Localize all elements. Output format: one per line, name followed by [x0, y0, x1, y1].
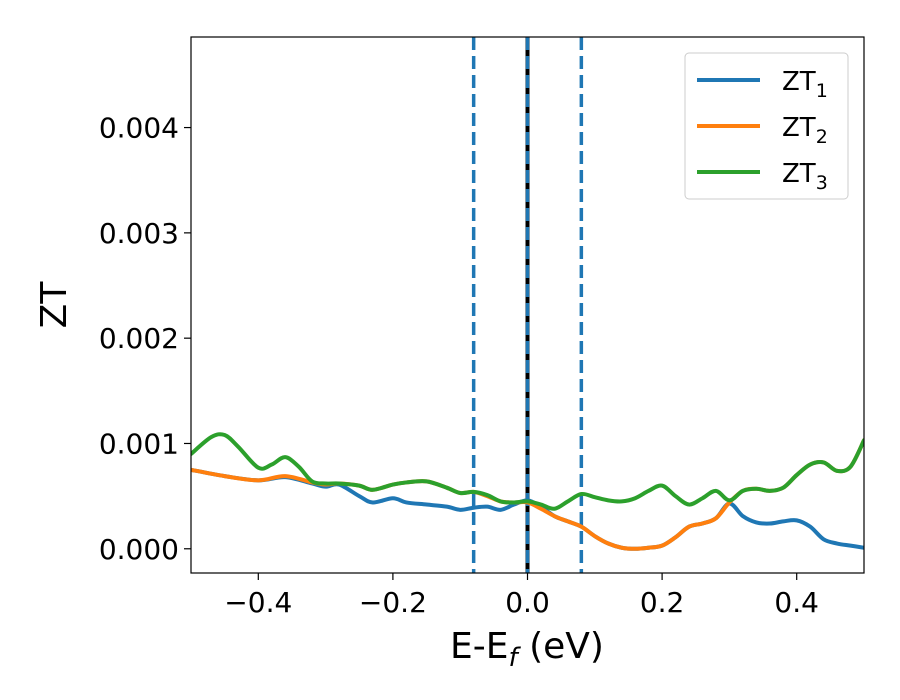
reference-lines [471, 37, 584, 573]
x-tick-label: 0.2 [640, 586, 685, 619]
y-tick-label: 0.003 [99, 217, 179, 250]
x-axis: −0.4 −0.2 0.0 0.2 0.4 [224, 573, 819, 619]
series-lines [191, 432, 864, 551]
y-tick-label: 0.000 [99, 533, 179, 566]
x-tick-label: −0.2 [359, 586, 427, 619]
legend-label-3: ZT3 [782, 159, 828, 194]
x-axis-title: E-Ef (eV) [450, 626, 604, 673]
x-tick-label: 0.4 [774, 586, 819, 619]
y-tick-label: 0.004 [99, 112, 179, 145]
series-line-3 [191, 432, 864, 511]
y-axis-title: ZT [34, 281, 75, 329]
x-tick-label: −0.4 [224, 586, 292, 619]
y-tick-label: 0.002 [99, 322, 179, 355]
legend-label-2: ZT2 [782, 113, 828, 148]
legend-label-1: ZT1 [782, 67, 828, 102]
x-tick-label: 0.0 [505, 586, 550, 619]
y-tick-label: 0.001 [99, 427, 179, 460]
y-axis: 0.000 0.001 0.002 0.003 0.004 [99, 112, 191, 566]
legend: ZT1 ZT2 ZT3 [684, 52, 849, 200]
legend-box [684, 52, 849, 200]
x-axis-title-unit: (eV) [518, 626, 604, 667]
